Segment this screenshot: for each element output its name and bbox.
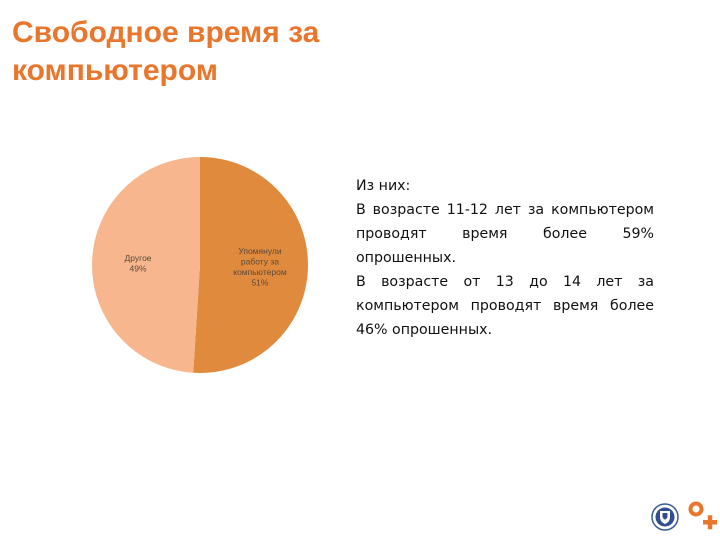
footer-logos [645,496,720,540]
pie-slice-0 [193,157,309,373]
text-age-13-14: В возрасте от 13 до 14 лет за компьютеро… [356,274,654,338]
pie-slice-1 [92,157,200,373]
pie-slice-label-0: Упомянули работу за компьютером 51% [233,246,287,288]
pie-slice-category-label: работу за [241,257,279,267]
description-text: Из них: В возрасте 11-12 лет за компьюте… [356,174,654,342]
pie-slice-category-label: Другое [125,253,152,263]
pie-slice-value-label: 49% [130,263,147,273]
text-age-11-12: В возрасте 11-12 лет за компьютером пров… [356,202,654,266]
pie-slice-category-label: Упомянули [238,246,282,256]
pie-slice-category-label: компьютером [233,267,287,277]
slide-title: Свободное время за компьютером [12,16,320,87]
pie-chart-svg: Упомянули работу за компьютером 51% Другое 49… [92,157,309,373]
pie-slice-value-label: 51% [251,278,268,288]
university-seal-icon [651,503,679,531]
pie-chart: Упомянули работу за компьютером 51% Другое 49… [80,145,320,385]
brand-mark-icon [688,501,717,530]
text-intro: Из них: [356,178,411,194]
pie-slice-label-1: Другое 49% [125,253,152,274]
